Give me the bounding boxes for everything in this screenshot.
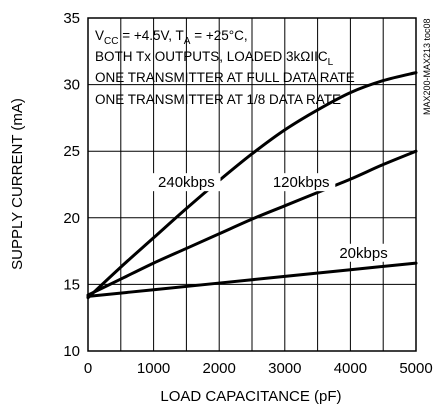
- y-tick-label: 15: [63, 276, 80, 293]
- x-axis-ticks: 0 1000 2000 3000 4000 5000: [84, 360, 433, 377]
- plot-border: [87, 17, 417, 352]
- plot-frame: [87, 17, 417, 352]
- series-label-120kbps: 120kbps: [273, 174, 330, 191]
- x-tick-label: 2000: [203, 360, 236, 377]
- x-tick-label: 3000: [268, 360, 301, 377]
- y-axis-ticks: 10 15 20 25 30 35: [63, 10, 80, 360]
- series-label-240kbps: 240kbps: [158, 174, 215, 191]
- condition-line-3: ONE TRANSMITTER AT FULL DATA RATE: [95, 70, 355, 85]
- x-tick-label: 0: [84, 360, 92, 377]
- y-tick-label: 25: [63, 143, 80, 160]
- series-label-bg: [333, 243, 394, 262]
- series-layer: 240kbps 120kbps 20kbps: [86, 71, 418, 300]
- y-tick-label: 35: [63, 10, 80, 27]
- x-tick-label: 5000: [399, 360, 432, 377]
- condition-line-2: BOTH Tx OUTPUTS, LOADED 3kΩIICL: [95, 49, 334, 68]
- grid: [88, 18, 416, 351]
- condition-line-4: ONE TRANSMITTER AT 1/8 DATA RATE: [95, 92, 341, 107]
- y-tick-label: 30: [63, 77, 80, 94]
- figure-id: MAX200-MAX213 toc08: [422, 18, 432, 115]
- x-tick-label: 1000: [137, 360, 170, 377]
- y-tick-label: 10: [63, 343, 80, 360]
- series-line-20kbps: [86, 261, 418, 298]
- y-tick-label: 20: [63, 210, 80, 227]
- x-tick-label: 4000: [334, 360, 367, 377]
- series-label-20kbps: 20kbps: [339, 245, 387, 262]
- series-line-240kbps: [86, 71, 418, 300]
- y-axis-label: SUPPLY CURRENT (mA): [9, 98, 26, 270]
- series-line-120kbps: [86, 149, 418, 297]
- series-label-bg: [267, 173, 336, 192]
- condition-line-1: VCC = +4.5V, TA = +25°C,: [95, 28, 248, 47]
- x-axis-label: LOAD CAPACITANCE (pF): [160, 388, 341, 405]
- series-label-bg: [152, 173, 221, 192]
